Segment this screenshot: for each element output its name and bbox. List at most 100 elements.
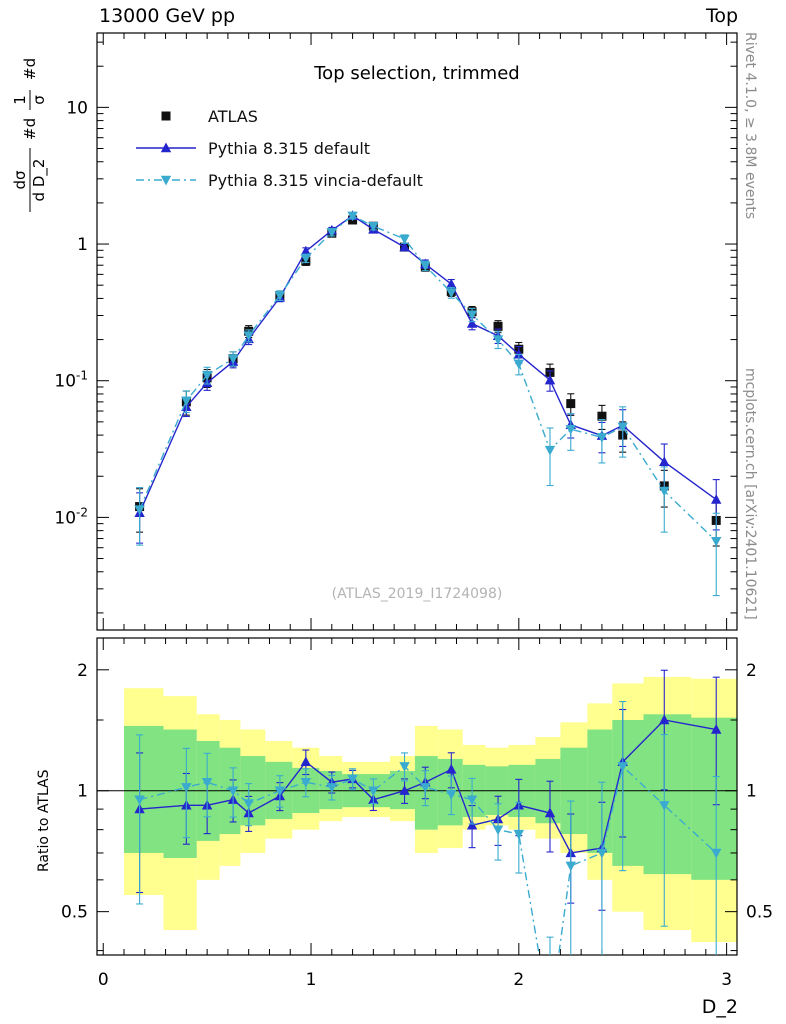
marker-triangle-down <box>274 291 286 302</box>
ratio-tick-label: 0.5 <box>61 903 88 923</box>
marker-triangle-up <box>300 245 312 256</box>
marker-triangle-down <box>368 222 379 232</box>
svg-text:#d: #d <box>21 58 39 80</box>
marker-triangle-down <box>201 778 213 788</box>
beam-energy-label: 13000 GeV pp <box>99 5 236 27</box>
marker-triangle-up <box>659 456 670 467</box>
legend: ATLAS Pythia 8.315 default Pythia 8.315 vi… <box>136 107 423 190</box>
marker-triangle-up <box>711 724 722 734</box>
rivet-version-label: Rivet 4.1.0, ≥ 3.8M events <box>742 32 758 220</box>
marker-triangle-up <box>446 763 457 774</box>
green-band-bin <box>414 756 438 830</box>
series-pythia-8-315-vincia-default <box>134 211 722 597</box>
ratio-panel-frame <box>96 637 738 956</box>
marker-triangle-down <box>617 422 628 433</box>
green-band-bin <box>691 717 737 880</box>
marker-triangle-up <box>300 756 312 767</box>
marker-triangle-down <box>492 825 504 836</box>
marker-triangle-down <box>134 505 145 516</box>
marker-triangle-down <box>565 861 576 872</box>
uncertainty-bands <box>124 676 737 943</box>
marker-triangle-down <box>446 790 457 800</box>
x-tick-label: 1 <box>306 970 317 990</box>
ratio-tick-label: 2 <box>746 661 757 681</box>
marker-triangle-down <box>181 783 192 793</box>
svg-text:1: 1 <box>11 95 29 105</box>
marker-triangle-up <box>513 348 525 359</box>
marker-triangle-down <box>420 783 431 793</box>
marker-square <box>597 411 607 421</box>
y-tick-label: 10 <box>66 98 88 118</box>
marker-square <box>493 321 503 331</box>
green-band-bin <box>124 725 164 853</box>
svg-text:dσ: dσ <box>11 170 29 190</box>
marker-triangle-down <box>201 370 213 381</box>
marker-triangle-down <box>513 829 525 840</box>
marker-triangle-up <box>446 278 457 289</box>
marker-square <box>161 111 171 121</box>
analysis-group-label: Top <box>705 5 738 27</box>
x-axis-title: D_2 <box>701 996 738 1018</box>
marker-triangle-down <box>446 288 457 299</box>
legend-label: Pythia 8.315 default <box>208 139 370 158</box>
ratio-series-pythia-8-315-vincia-default <box>134 700 722 1024</box>
marker-triangle-down <box>596 848 608 859</box>
marker-triangle-down <box>466 795 478 806</box>
green-band-bin <box>643 714 692 875</box>
marker-triangle-down <box>596 433 608 443</box>
marker-triangle-down <box>659 486 670 497</box>
ratio-tick-label: 1 <box>746 782 757 802</box>
marker-triangle-down <box>545 1015 555 1024</box>
marker-triangle-down <box>711 848 722 859</box>
marker-triangle-down <box>420 261 431 272</box>
x-tick-label: 2 <box>513 970 524 990</box>
marker-triangle-down <box>617 762 628 772</box>
marker-triangle-up <box>160 142 172 153</box>
ratio-tick-label: 2 <box>77 661 88 681</box>
marker-triangle-down <box>300 778 312 788</box>
marker-triangle-down <box>326 783 338 793</box>
marker-triangle-up <box>711 494 722 504</box>
marker-triangle-down <box>399 762 410 772</box>
ratio-tick-label: 0.5 <box>746 903 773 923</box>
ratio-axis-label: Ratio to ATLAS <box>36 769 52 872</box>
marker-square <box>566 399 576 409</box>
green-band-bin <box>163 729 197 859</box>
marker-triangle-down <box>513 359 525 370</box>
marker-triangle-up <box>544 374 556 385</box>
marker-triangle-down <box>134 795 145 806</box>
svg-text:#d: #d <box>21 118 39 140</box>
x-tick-label: 0 <box>98 970 109 990</box>
axis-ticks <box>97 33 737 955</box>
x-tick-label: 3 <box>721 970 732 990</box>
ratio-tick-label: 1 <box>77 782 88 802</box>
marker-triangle-down <box>243 799 254 809</box>
marker-triangle-up <box>466 819 478 830</box>
marker-triangle-down <box>565 424 576 435</box>
series-pythia-8-315-default <box>134 210 722 544</box>
marker-triangle-up <box>466 318 478 328</box>
legend-label: ATLAS <box>208 107 258 126</box>
plot-title: Top selection, trimmed <box>313 63 519 84</box>
marker-triangle-down <box>160 175 172 186</box>
svg-text:d D_2: d D_2 <box>30 159 49 202</box>
marker-triangle-down <box>347 774 358 785</box>
marker-triangle-down <box>368 786 379 797</box>
marker-triangle-down <box>181 396 192 407</box>
analysis-id-watermark: (ATLAS_2019_I1724098) <box>331 586 503 602</box>
green-band-bin <box>587 729 613 853</box>
legend-label: Pythia 8.315 vincia-default <box>208 171 423 190</box>
marker-triangle-down <box>659 801 670 811</box>
main-panel-frame <box>96 32 738 631</box>
marker-triangle-down <box>347 211 358 222</box>
marker-triangle-down <box>492 335 504 346</box>
marker-triangle-down <box>399 234 410 245</box>
marker-triangle-down <box>227 354 239 365</box>
marker-triangle-down <box>711 536 722 547</box>
marker-triangle-down <box>243 331 254 342</box>
marker-triangle-down <box>466 310 478 321</box>
marker-triangle-up <box>399 241 410 252</box>
y-tick-label: 10-2 <box>54 505 88 528</box>
marker-triangle-down <box>544 445 556 456</box>
green-band-bin <box>612 719 644 866</box>
